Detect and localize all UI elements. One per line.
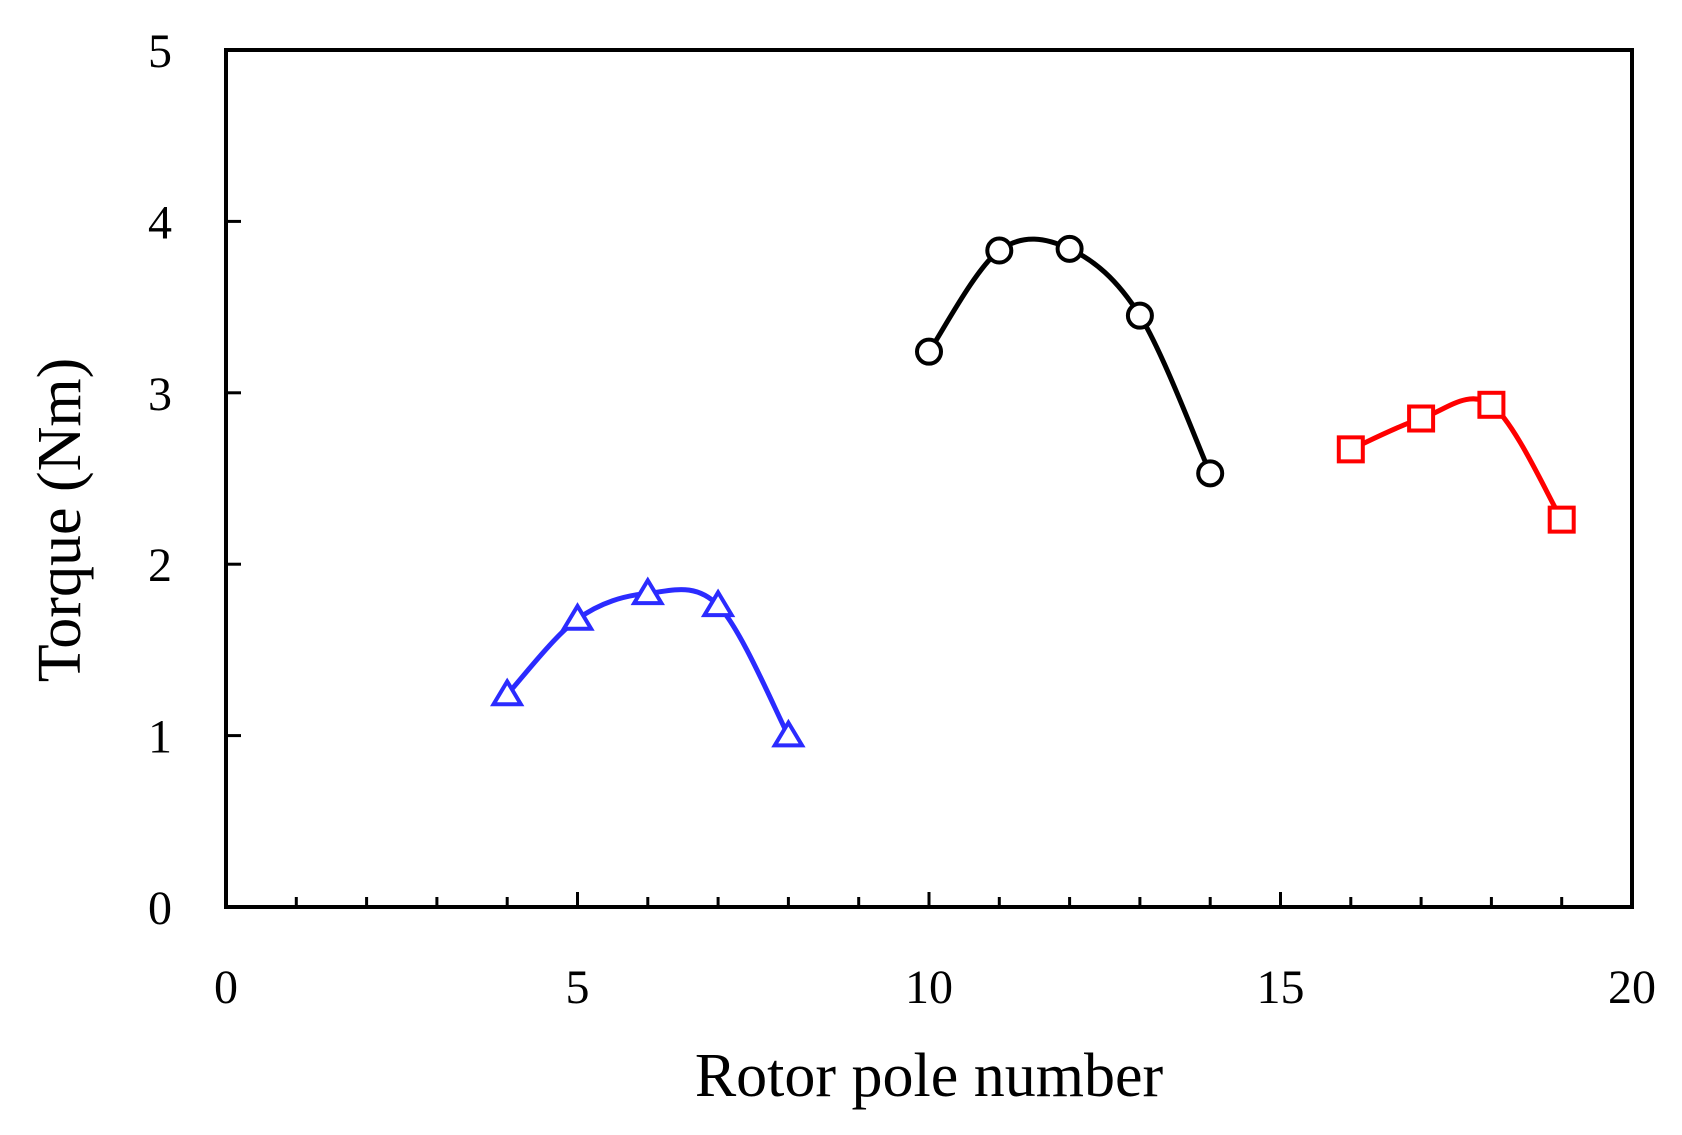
data-point-triangle bbox=[771, 718, 806, 748]
y-axis-title: Torque (Nm) bbox=[26, 358, 94, 683]
series-line bbox=[504, 587, 791, 739]
x-tick-labels: 0 5 10 15 20 bbox=[214, 961, 1656, 1014]
x-tick-label: 10 bbox=[905, 961, 953, 1014]
series-line bbox=[926, 236, 1213, 476]
plot-area-frame bbox=[224, 48, 1634, 909]
x-axis-title: Rotor pole number bbox=[695, 1042, 1164, 1110]
data-point-triangle bbox=[560, 602, 595, 631]
y-tick-label: 3 bbox=[148, 368, 172, 421]
x-tick-label: 5 bbox=[566, 961, 590, 1014]
data-point-square bbox=[1407, 404, 1436, 433]
data-point-circle bbox=[915, 337, 943, 366]
data-point-circle bbox=[1196, 459, 1225, 488]
x-tick-label: 0 bbox=[214, 961, 238, 1014]
x-tick-label: 15 bbox=[1257, 961, 1305, 1014]
x-tick-label: 20 bbox=[1608, 961, 1656, 1014]
y-tick-labels: 0 1 2 3 4 5 bbox=[148, 25, 172, 935]
y-tick-label: 0 bbox=[148, 882, 172, 935]
data-point-square bbox=[1547, 505, 1576, 534]
data-point-circle bbox=[1125, 301, 1154, 330]
series-layer bbox=[490, 234, 1576, 748]
data-point-circle bbox=[985, 236, 1014, 265]
data-point-triangle bbox=[630, 576, 665, 606]
series-triangle bbox=[490, 576, 806, 748]
y-tick-label: 5 bbox=[148, 25, 172, 78]
data-point-square bbox=[1336, 435, 1365, 464]
data-point-triangle bbox=[700, 588, 736, 618]
data-point-square bbox=[1477, 390, 1506, 419]
series-square bbox=[1336, 390, 1576, 534]
series-circle bbox=[915, 234, 1225, 488]
data-point-circle bbox=[1055, 234, 1084, 263]
y-tick-label: 1 bbox=[148, 711, 172, 764]
series-line bbox=[1348, 396, 1565, 523]
y-tick-label: 2 bbox=[148, 539, 172, 592]
ticks-layer bbox=[224, 48, 1634, 909]
data-point-triangle bbox=[490, 677, 525, 707]
y-tick-label: 4 bbox=[148, 196, 172, 249]
